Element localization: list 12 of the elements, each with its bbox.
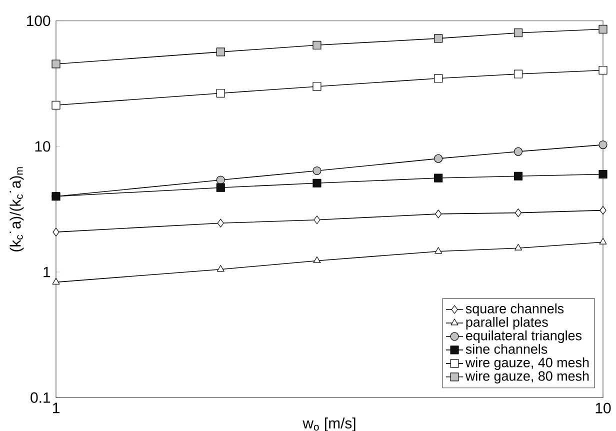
legend-label: parallel plates xyxy=(466,316,548,330)
y-tick-label: 0.1 xyxy=(30,392,50,403)
x-axis-title: w$_{o}$ [m/s] xyxy=(302,418,356,431)
legend-label: sine channels xyxy=(466,344,548,354)
legend-label: wire gauze, 80 mesh xyxy=(465,370,589,384)
y-axis-title: (k$_{c}$˙a)/(k$_{c}$˙a)$_{m}$ xyxy=(10,167,24,252)
y-tick-label: 100 xyxy=(27,16,50,26)
y-tick-label: 10 xyxy=(35,141,50,152)
legend-label: equilateral triangles xyxy=(466,330,582,344)
y-tick-label: 1 xyxy=(44,266,50,278)
legend-label: wire gauze, 40 mesh xyxy=(465,357,589,370)
legend-label: square channels xyxy=(466,304,564,316)
